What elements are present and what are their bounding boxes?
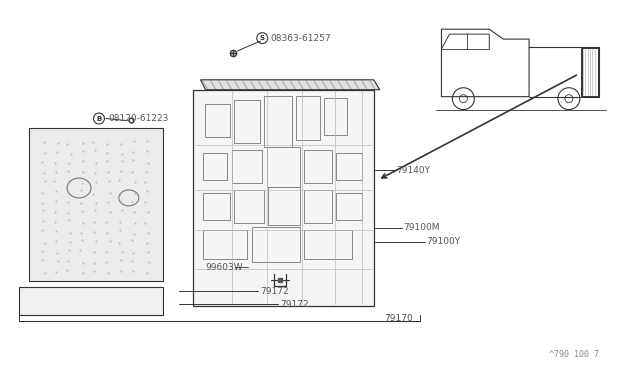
Polygon shape bbox=[193, 90, 374, 306]
Polygon shape bbox=[19, 287, 163, 315]
Text: 79172: 79172 bbox=[260, 287, 289, 296]
Text: 79100Y: 79100Y bbox=[426, 237, 461, 246]
Text: 08363-61257: 08363-61257 bbox=[270, 33, 331, 43]
Text: 79100M: 79100M bbox=[404, 223, 440, 232]
Text: 08120-61223: 08120-61223 bbox=[108, 114, 168, 123]
Text: ^790 100 7: ^790 100 7 bbox=[548, 350, 599, 359]
Polygon shape bbox=[29, 128, 163, 281]
Text: S: S bbox=[260, 35, 265, 41]
Text: B: B bbox=[97, 116, 102, 122]
Text: 79140Y: 79140Y bbox=[397, 166, 431, 174]
Text: 99603W: 99603W bbox=[205, 263, 243, 272]
Polygon shape bbox=[200, 80, 380, 90]
Text: 79170: 79170 bbox=[385, 314, 413, 323]
Text: 79172: 79172 bbox=[280, 299, 308, 309]
